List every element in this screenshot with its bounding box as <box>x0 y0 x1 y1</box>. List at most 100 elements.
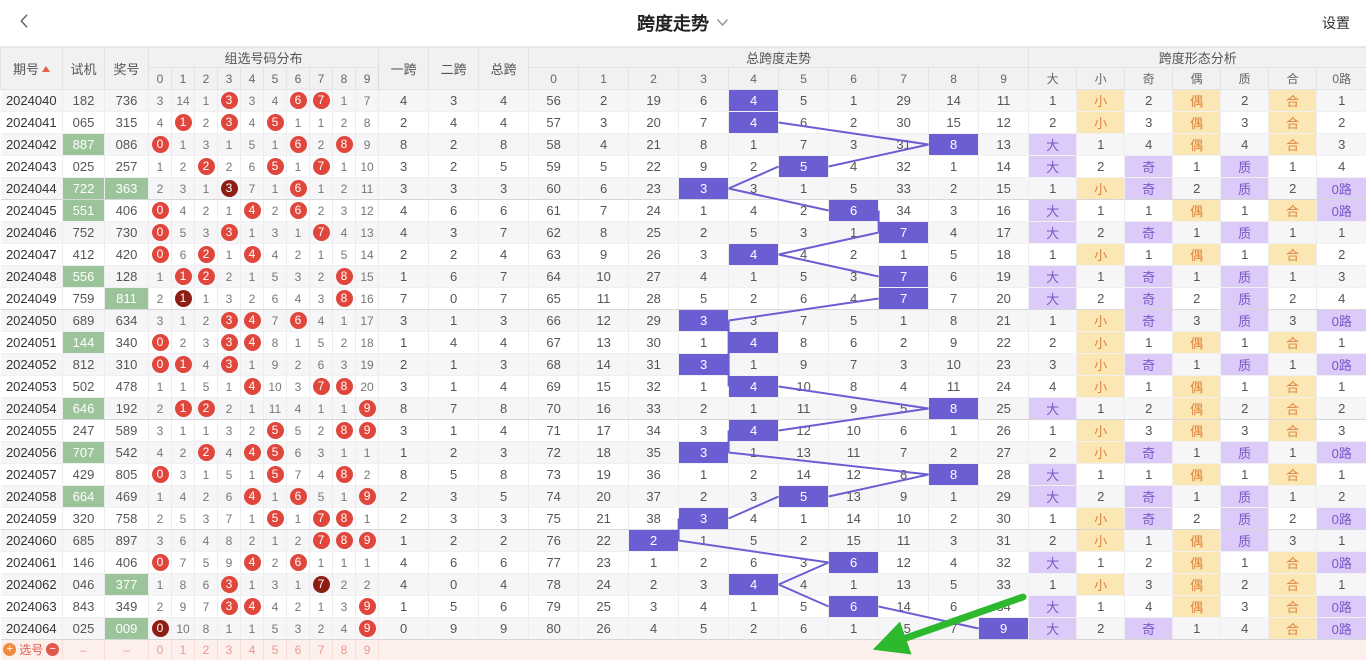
remove-number-button[interactable]: − <box>46 643 59 656</box>
dist-cell: 8 <box>333 266 356 288</box>
form-cell: 1 <box>1029 244 1077 266</box>
dist-cell: 1 <box>310 552 333 574</box>
dist-cell: 10 <box>172 618 195 640</box>
footer-digit[interactable]: 4 <box>241 640 264 660</box>
trend-cell: 60 <box>529 178 579 200</box>
period-column-header[interactable]: 期号 <box>1 48 63 90</box>
span1-cell: 2 <box>379 508 429 530</box>
back-button[interactable] <box>12 10 38 36</box>
form-cell: 2 <box>1317 112 1366 134</box>
footer-digit[interactable]: 2 <box>195 640 218 660</box>
form-cell: 偶 <box>1173 574 1221 596</box>
dist-cell: 19 <box>356 354 379 376</box>
form-cell: 合 <box>1269 464 1317 486</box>
trend-cell: 1 <box>629 552 679 574</box>
form-cell: 偶 <box>1173 420 1221 442</box>
form-cell: 小 <box>1077 376 1125 398</box>
digit-circle: 9 <box>359 422 376 439</box>
dist-cell: 1 <box>287 574 310 596</box>
dist-cell: 2 <box>195 200 218 222</box>
test-number-cell: 759 <box>63 288 105 310</box>
form-cell: 1 <box>1125 376 1173 398</box>
span2-cell: 2 <box>429 134 479 156</box>
dist-cell: 1 <box>218 244 241 266</box>
page-title-dropdown[interactable]: 跨度走势 <box>637 10 729 36</box>
settings-button[interactable]: 设置 <box>1322 0 1350 46</box>
dist-cell: 8 <box>333 288 356 310</box>
form-cell: 0路 <box>1317 508 1366 530</box>
form-cell: 小 <box>1077 90 1125 112</box>
dist-cell: 8 <box>218 530 241 552</box>
digit-circle: 6 <box>290 180 307 197</box>
trend-cell: 5 <box>879 398 929 420</box>
span-total-column-header: 总跨 <box>479 48 529 90</box>
span1-cell: 1 <box>379 266 429 288</box>
footer-digit[interactable]: 7 <box>310 640 333 660</box>
dist-cell: 1 <box>287 332 310 354</box>
footer-digit[interactable]: 1 <box>172 640 195 660</box>
trend-cell: 12 <box>579 310 629 332</box>
trend-cell: 4 <box>879 376 929 398</box>
period-cell: 2024063 <box>1 596 63 618</box>
form-cell: 1 <box>1125 200 1173 222</box>
form-cell: 合 <box>1269 376 1317 398</box>
prize-number-cell: 736 <box>105 90 149 112</box>
trend-hit-cell: 2 <box>629 530 679 552</box>
dist-cell: 7 <box>356 90 379 112</box>
footer-digit[interactable]: 5 <box>264 640 287 660</box>
add-number-button[interactable]: + <box>3 643 16 656</box>
footer-digit[interactable]: 6 <box>287 640 310 660</box>
top-bar: 跨度走势 设置 <box>0 0 1366 47</box>
digit-circle: 9 <box>359 488 376 505</box>
digit-circle: 6 <box>290 554 307 571</box>
dist-cell: 0 <box>149 134 172 156</box>
dist-cell: 5 <box>310 332 333 354</box>
form-cell: 大 <box>1029 618 1077 640</box>
trend-cell: 13 <box>829 486 879 508</box>
footer-digit[interactable]: 0 <box>149 640 172 660</box>
trend-hit-cell: 5 <box>779 486 829 508</box>
dist-cell: 1 <box>149 156 172 178</box>
footer-digit[interactable]: 3 <box>218 640 241 660</box>
form-col-header: 合 <box>1269 68 1317 90</box>
dist-cell: 1 <box>333 156 356 178</box>
trend-cell: 2 <box>829 244 879 266</box>
form-cell: 奇 <box>1125 354 1173 376</box>
digit-circle: 8 <box>336 378 353 395</box>
trend-hit-cell: 4 <box>729 332 779 354</box>
form-cell: 2 <box>1029 442 1077 464</box>
trend-cell: 4 <box>829 288 879 310</box>
trend-cell: 31 <box>629 354 679 376</box>
trend-cell: 9 <box>679 156 729 178</box>
form-cell: 大 <box>1029 156 1077 178</box>
footer-digit[interactable]: 8 <box>333 640 356 660</box>
dist-cell: 2 <box>172 332 195 354</box>
trend-cell: 30 <box>879 112 929 134</box>
form-cell: 1 <box>1077 134 1125 156</box>
test-number-cell: 146 <box>63 552 105 574</box>
trend-cell: 30 <box>629 332 679 354</box>
trend-col-header: 0 <box>529 68 579 90</box>
trend-cell: 4 <box>729 508 779 530</box>
form-cell: 1 <box>1077 266 1125 288</box>
trend-cell: 6 <box>779 112 829 134</box>
dist-cell: 0 <box>149 464 172 486</box>
dist-cell: 2 <box>287 596 310 618</box>
trend-cell: 10 <box>929 354 979 376</box>
trend-cell: 3 <box>829 134 879 156</box>
trend-cell: 22 <box>629 156 679 178</box>
dist-cell: 4 <box>241 310 264 332</box>
trend-cell: 1 <box>779 508 829 530</box>
trend-hit-cell: 3 <box>679 442 729 464</box>
span-total-cell: 3 <box>479 178 529 200</box>
form-cell: 偶 <box>1173 134 1221 156</box>
footer-digit[interactable]: 9 <box>356 640 379 660</box>
form-cell: 小 <box>1077 530 1125 552</box>
dist-cell: 5 <box>195 552 218 574</box>
page-title: 跨度走势 <box>637 10 709 36</box>
digit-circle: 4 <box>244 554 261 571</box>
